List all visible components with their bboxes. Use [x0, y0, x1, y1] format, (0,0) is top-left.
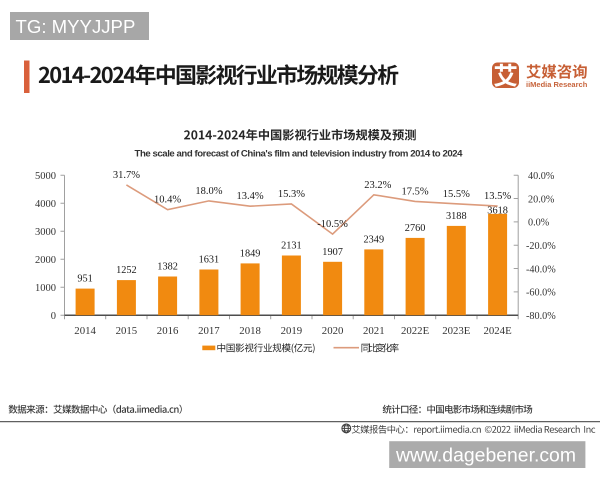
svg-text:2018: 2018 — [239, 325, 261, 337]
svg-text:2760: 2760 — [405, 223, 426, 234]
svg-text:0.0%: 0.0% — [528, 218, 550, 229]
svg-text:15.5%: 15.5% — [443, 189, 470, 200]
svg-text:2014: 2014 — [74, 325, 96, 337]
svg-text:3188: 3188 — [446, 211, 467, 222]
svg-text:2349: 2349 — [364, 234, 385, 245]
svg-text:3618: 3618 — [487, 205, 508, 216]
svg-text:18.0%: 18.0% — [195, 186, 222, 197]
svg-text:2022E: 2022E — [401, 325, 430, 337]
svg-text:-60.0%: -60.0% — [526, 288, 556, 299]
svg-text:2015: 2015 — [116, 325, 138, 337]
svg-text:2017: 2017 — [198, 325, 220, 337]
svg-text:13.5%: 13.5% — [484, 191, 511, 202]
svg-text:2024E: 2024E — [483, 325, 512, 337]
svg-text:13.4%: 13.4% — [237, 191, 264, 202]
svg-text:1382: 1382 — [157, 262, 178, 273]
svg-text:1907: 1907 — [322, 247, 343, 258]
svg-text:TG: MYYJJPP: TG: MYYJJPP — [16, 16, 136, 37]
svg-text:1849: 1849 — [240, 248, 261, 259]
svg-text:951: 951 — [77, 274, 92, 285]
svg-text:1000: 1000 — [35, 283, 56, 294]
svg-text:1252: 1252 — [116, 265, 137, 276]
svg-text:-20.0%: -20.0% — [526, 241, 556, 252]
svg-text:40.0%: 40.0% — [528, 171, 555, 182]
svg-text:10.4%: 10.4% — [154, 195, 181, 206]
svg-text:2023E: 2023E — [442, 325, 471, 337]
svg-text:17.5%: 17.5% — [402, 186, 429, 197]
svg-text:3000: 3000 — [35, 227, 56, 238]
svg-text:2021: 2021 — [363, 325, 385, 337]
svg-text:2019: 2019 — [281, 325, 303, 337]
svg-text:23.2%: 23.2% — [364, 180, 391, 191]
svg-text:2020: 2020 — [322, 325, 344, 337]
svg-text:iiMedia Research: iiMedia Research — [526, 80, 588, 89]
svg-text:1631: 1631 — [199, 255, 220, 266]
svg-text:The scale and forecast of Chin: The scale and forecast of China's film a… — [135, 148, 464, 159]
svg-text:2000: 2000 — [35, 255, 56, 266]
svg-text:2131: 2131 — [281, 241, 302, 252]
svg-text:www.dagebener.com: www.dagebener.com — [395, 445, 576, 467]
svg-text:-80.0%: -80.0% — [526, 311, 556, 322]
svg-text:20.0%: 20.0% — [528, 194, 555, 205]
svg-text:0: 0 — [51, 311, 56, 322]
svg-text:15.3%: 15.3% — [278, 189, 305, 200]
svg-text:5000: 5000 — [35, 171, 56, 182]
svg-text:2016: 2016 — [157, 325, 179, 337]
svg-text:-40.0%: -40.0% — [526, 264, 556, 275]
svg-text:4000: 4000 — [35, 199, 56, 210]
svg-text:-10.5%: -10.5% — [317, 219, 348, 230]
svg-text:31.7%: 31.7% — [113, 170, 140, 181]
